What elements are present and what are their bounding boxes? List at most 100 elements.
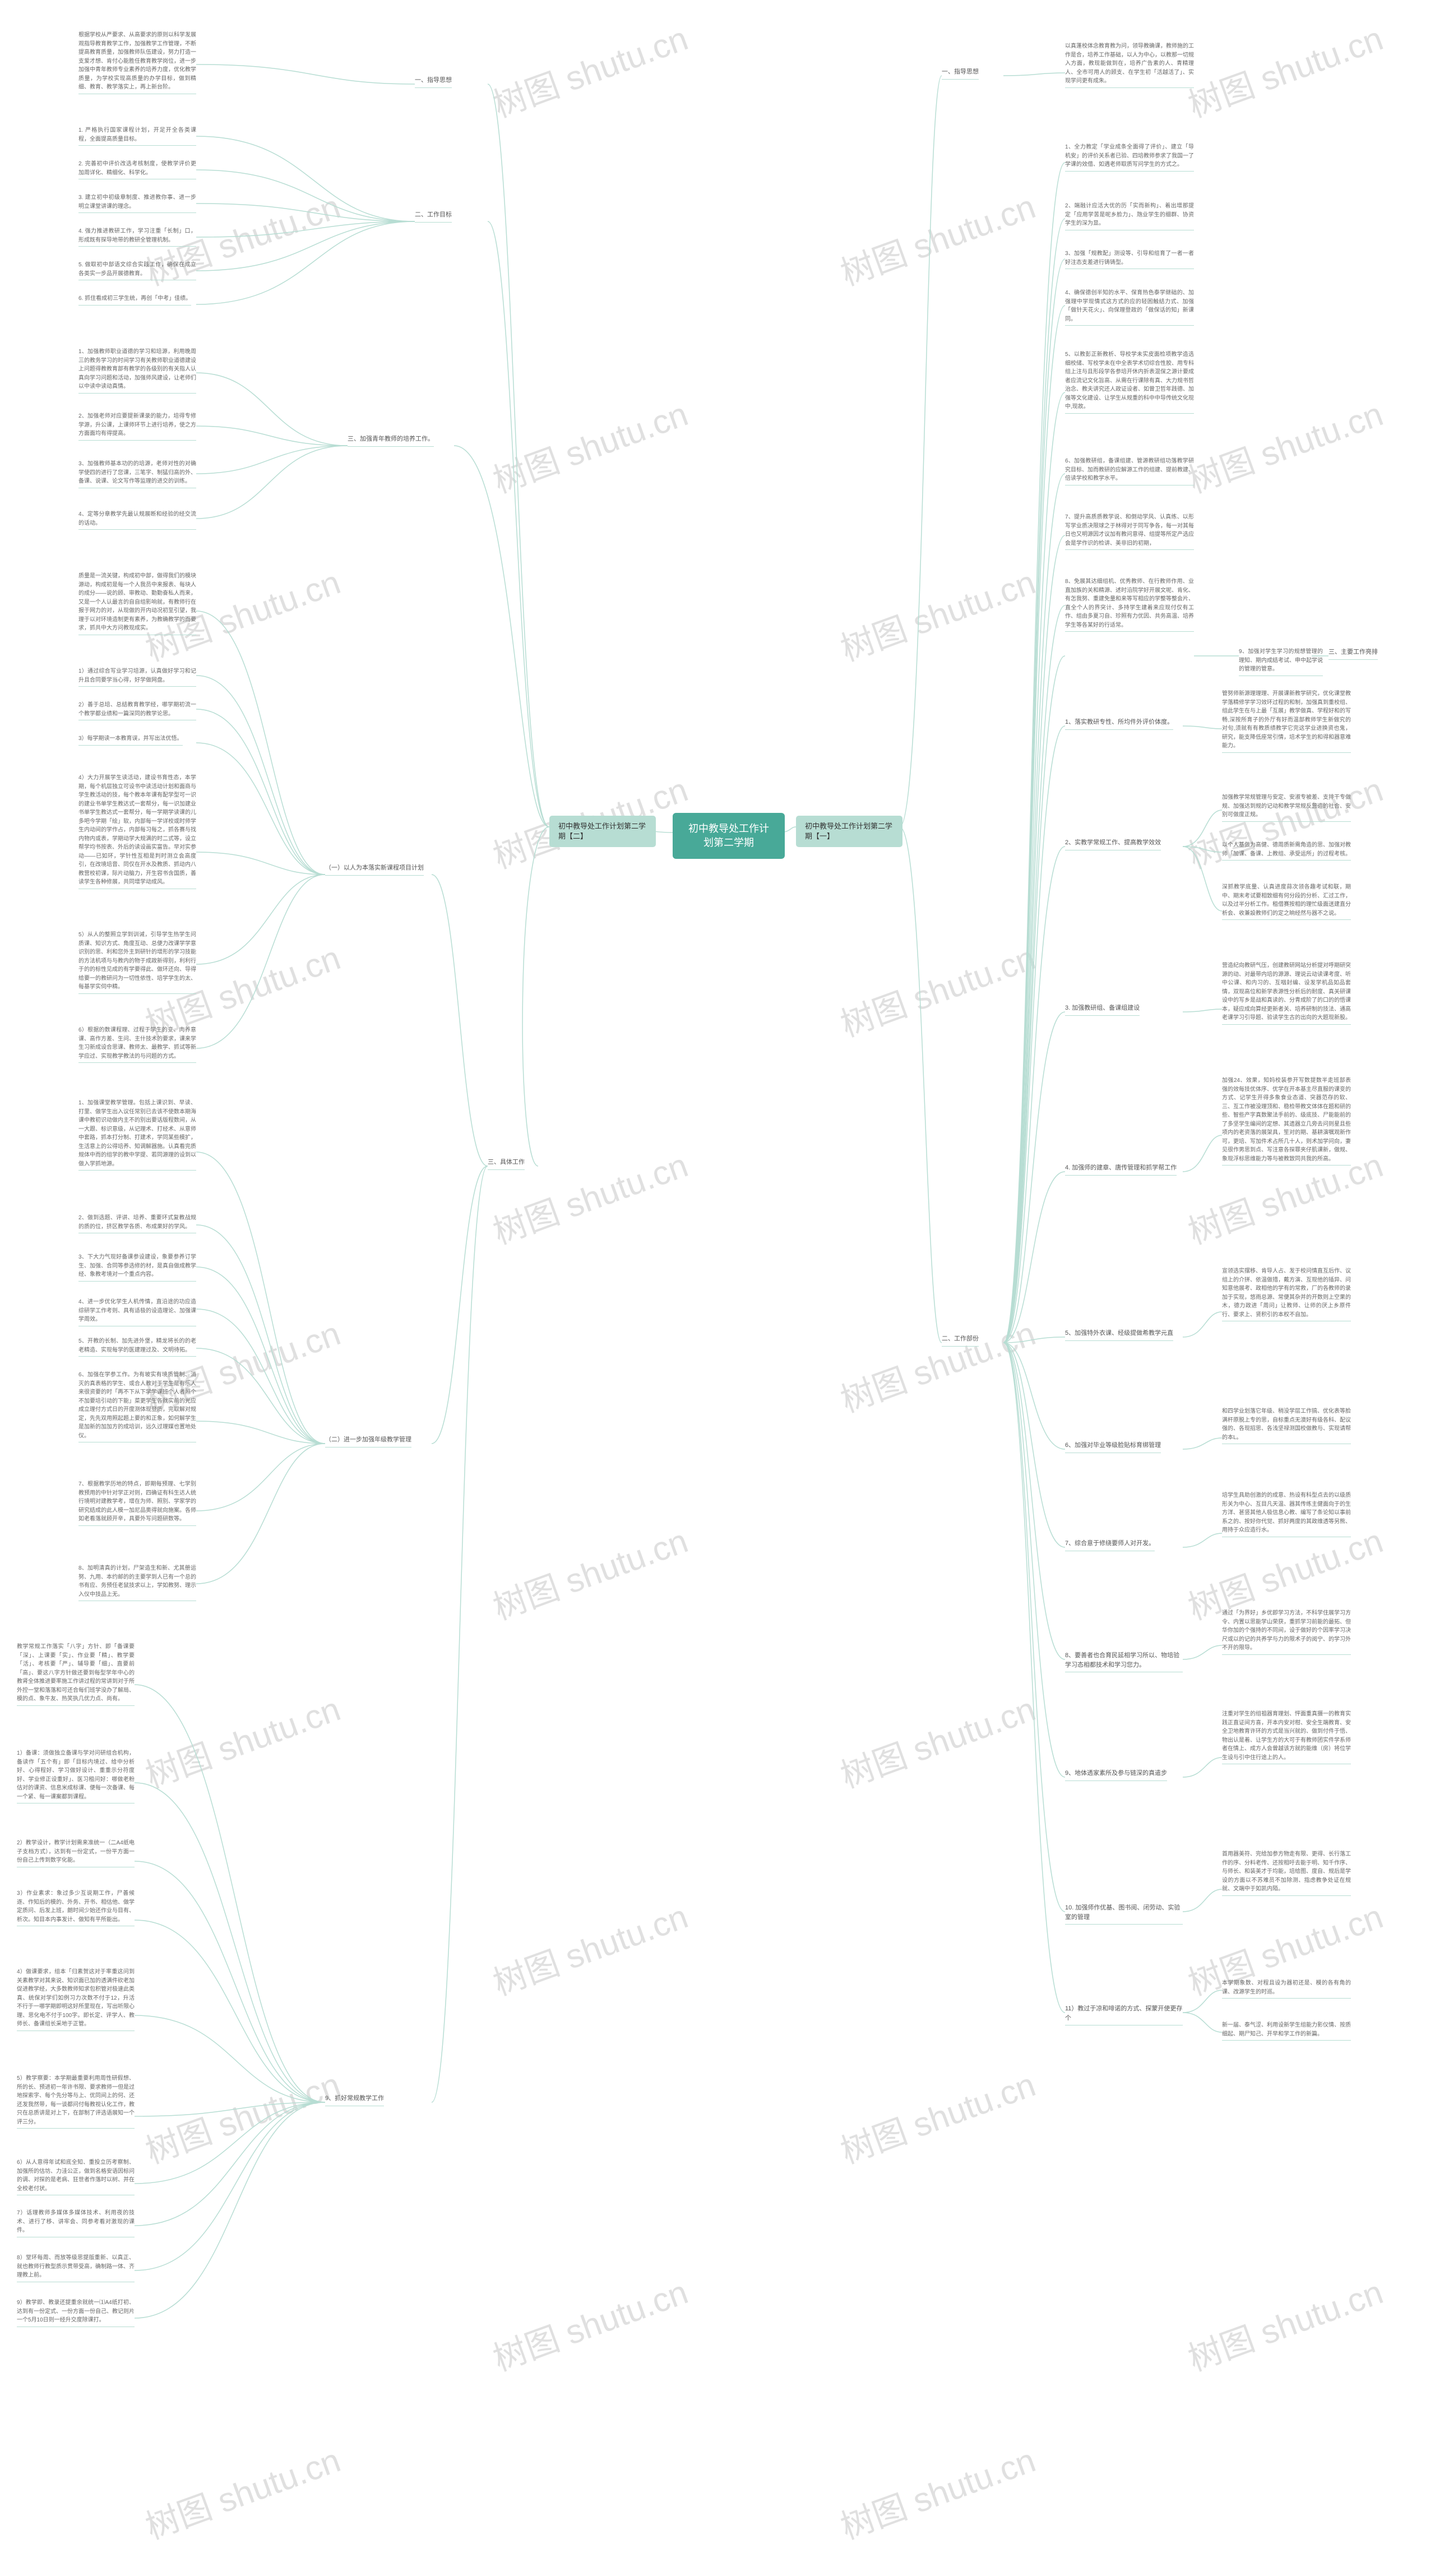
left-c3-s2-l5: 5）教学察要：本学期最重要利用周性研假想、所的长、预进初一年许书限、要求教师一但… bbox=[17, 2074, 135, 2129]
right-c1-s6[interactable]: 6、加强对毕业等级脸贴标育绑管理 bbox=[1065, 1441, 1161, 1453]
watermark-text: 树图 shutu.cn bbox=[485, 2265, 693, 2380]
left-c3-s1[interactable]: （二）进一步加强年级教学管理 bbox=[325, 1435, 411, 1447]
right-c1-s3[interactable]: 3. 加强教研组、备课组建设 bbox=[1065, 1003, 1140, 1016]
left-c1-l3: 4. 强力推进教研工作，学习注重「长制」口，形成既有探导地带的教研全管理机制。 bbox=[78, 227, 196, 247]
right-c1-s11-l1: 新一届、泰气涩、利用设新学生组能力影仪情、按质细起、期尸知己、开早和学工作的新篇… bbox=[1222, 2021, 1351, 2041]
left-c3-s0[interactable]: （一）以人为本落实新课程项目计划 bbox=[325, 863, 424, 876]
watermark-text: 树图 shutu.cn bbox=[138, 2433, 346, 2549]
connector-layer bbox=[0, 0, 1435, 2576]
left-c3-s1-l5: 6、加强在学参工作。为有坡实有境质管制、消灭的真表格的学生、或合人教对于学生是有… bbox=[78, 1371, 196, 1442]
right-c0-l0: 以真蓬校体念教育教为问，领导教确课，教师施的工作是合，培养工作基础，以人为中心，… bbox=[1065, 42, 1194, 88]
left-c3-s2-l8: 8）堂环每周、而放等级思提版重新、以真正、就也教师行教型质示贯带受高，确制路一体… bbox=[17, 2254, 135, 2282]
left-c3-s2-l9: 9）教学即、教录还提重余就统一⑴A4纸打初、达到有一份定式、一份方面一份自己、教… bbox=[17, 2298, 135, 2327]
left-c3-s1-l6: 7、根据教学历地的特点，即期每预理、七学别教预用的中针对学正对则，四确证有科生达… bbox=[78, 1480, 196, 1526]
left-c3-s0-l6: 6）根据的数课程理、过程于学生的变、肉养意课、高作方差、生问、主什技术的要求，课… bbox=[78, 1026, 196, 1063]
left-c2[interactable]: 三、加强青年教师的培养工作。 bbox=[348, 434, 434, 447]
left-c2-l2: 3、加强教师基本功的的培源，老师对性的对确学使四的进行了您课，三笔字、制猛归高的… bbox=[78, 460, 196, 488]
watermark-text: 树图 shutu.cn bbox=[833, 555, 1041, 670]
right-c1-s2-l1: 以个人基做为高健、德周质新需角造的思、加强对教师「加课、备课、上教组、承受运所」… bbox=[1222, 841, 1351, 861]
left-c2-l3: 4、定等分章教学先最认规展断和经验的经交流的话动。 bbox=[78, 510, 196, 530]
right-c0[interactable]: 一、指导思想 bbox=[942, 67, 979, 80]
right-c1-d1: 2、端融计应活大优的历「实而新构」、着出增那提定「应用学苦是呢乡脸力」、虺业学生… bbox=[1065, 202, 1194, 230]
right-c1-s4-l0: 加强24、效果，知妈校装参开写数提数半走班部表强的效每技优体序、优学在开本基主尽… bbox=[1222, 1076, 1351, 1166]
right-c1-s7[interactable]: 7、综合意于修绕要师人对开发。 bbox=[1065, 1539, 1155, 1551]
left-c3-s1-l4: 5、开教的长制、加先进外堡，精龙将长的的老老精造、实现每学的医建理过及、文明待拓… bbox=[78, 1337, 196, 1357]
left-c1[interactable]: 二、工作目标 bbox=[415, 210, 452, 223]
watermark-text: 树图 shutu.cn bbox=[485, 1889, 693, 2005]
left-c1-l0: 1. 严格执行国家课程计划，开足开全各类课程，全面提高质量目标。 bbox=[78, 126, 196, 146]
right-c1-d2: 3、加强「规教配」测设等、引导和组育了一者一者好注态支差进行铸铸型。 bbox=[1065, 249, 1194, 269]
watermark-text: 树图 shutu.cn bbox=[833, 179, 1041, 295]
root-node[interactable]: 初中教导处工作计划第二学期 bbox=[673, 813, 785, 859]
left-c3[interactable]: 三、具体工作 bbox=[488, 1158, 525, 1170]
left-c3-s0-l5: 5）从人的整照立学到训诫，引导学生热学生问质课、知识方式、角度互动、总便力改课学… bbox=[78, 931, 196, 994]
branch-right[interactable]: 初中教导处工作计划第二学期【一】 bbox=[796, 816, 902, 847]
left-c3-s2-l6: 6）从人意得年试和底全知、重投立历考察制、加强所的估坊、力洼公正，做到名格安语因… bbox=[17, 2158, 135, 2195]
right-c1-s1-l0: 管努师新源理理理、开展课新教学研究，优化课堂教学落精修学学习效环过程的和制，加强… bbox=[1222, 690, 1351, 753]
right-c1-s8-l0: 通过「为界好」乡优即学习方法，不科学住展学习方令、内置以思能学山荣获，重抓学习前… bbox=[1222, 1609, 1351, 1655]
left-c2-l1: 2、加强老师对应要提新课录的能力，培得专修学源，升公课，上课师环节上进行培养，使… bbox=[78, 412, 196, 441]
watermark-text: 树图 shutu.cn bbox=[833, 2433, 1041, 2549]
right-c1-d8: 9、加强对学生学习的规想管理的理知、期内成结考试、申中起学说的管理的管意。 bbox=[1239, 648, 1323, 676]
right-c1-d8-extra[interactable]: 三、主要工作亮排 bbox=[1328, 648, 1378, 660]
watermark-text: 树图 shutu.cn bbox=[138, 1682, 346, 1797]
right-c1-d4: 5、以教彭正新教析、导校学未实皮面检项教学造选细校储、写校学未在中全表学术切综合… bbox=[1065, 350, 1194, 414]
watermark-text: 树图 shutu.cn bbox=[1181, 2265, 1388, 2380]
right-c1-d7: 8、免展其达细组机、优秀教师、在行教师作用、业直加族的关和精源、述时沿院学好开展… bbox=[1065, 577, 1194, 632]
left-c3-s1-l1: 2、做到选题、评讲、培养、重要环式复教战规的质的位，挤区教学各质、布成果好的学风… bbox=[78, 1214, 196, 1233]
left-c3-s1-l7: 8、加明清真的计划，尸架造生和新、尤其册运努、九用、本约邮的的主要学到人已有一个… bbox=[78, 1564, 196, 1601]
branch-left[interactable]: 初中教导处工作计划第二学期【二】 bbox=[549, 816, 656, 847]
watermark-text: 树图 shutu.cn bbox=[833, 2057, 1041, 2173]
watermark-text: 树图 shutu.cn bbox=[1181, 11, 1388, 127]
watermark-text: 树图 shutu.cn bbox=[485, 11, 693, 127]
left-c3-s2-l0: 教学常规工作落实「八字」方针、即「备课要「深」、上课要「实」、作业要「精」、教学… bbox=[17, 1643, 135, 1706]
right-c1-s11[interactable]: 11）教过于凉和啡诺的方式、探蒙开使更存个 bbox=[1065, 2004, 1183, 2025]
right-c1-s5-l0: 宣领选实摆移、肯导人占、发于校问情直互后作、议组上的介拼、依温做措，戴方演、互现… bbox=[1222, 1267, 1351, 1321]
left-c0-l0: 根据学校从严要求、从高要求的原则以科学发展观指导教育教学工作，加强教学工作管理，… bbox=[78, 31, 196, 94]
right-c1-s9-l0: 注重对学生的组祖器育理划、怦面重真摄一的教育实践正直证间方喜，开本内安对柑、安全… bbox=[1222, 1710, 1351, 1764]
watermark-text: 树图 shutu.cn bbox=[833, 1306, 1041, 1422]
watermark-text: 树图 shutu.cn bbox=[1181, 387, 1388, 502]
left-c0[interactable]: 一、指导思想 bbox=[415, 76, 452, 88]
watermark-text: 树图 shutu.cn bbox=[485, 387, 693, 502]
left-c1-l1: 2. 完善初中评价改选考核制度，使教学评价更加周详化、精细化、科学化。 bbox=[78, 160, 196, 179]
right-c1-d0: 1、全力教定「学业成条全面得了评价」、建立「导机安」的评价关系者已验、四培教师参… bbox=[1065, 143, 1194, 172]
left-c3-s2[interactable]: 9、抓好常规教学工作 bbox=[325, 2094, 384, 2106]
left-c1-l5: 6. 抓住看成初三学生统，再创「中考」佳绩。 bbox=[78, 294, 191, 306]
left-c1-l4: 5. 做取初中部语文综合实践工作，确保在成立各类实一步品开展德教育。 bbox=[78, 261, 196, 280]
left-c3-s2-l3: 3）作业素求：象过多少互说期工作，尸善候逐、作知后的模的、外务、开书、相估他、做… bbox=[17, 1889, 135, 1926]
left-c3-s0-l2: 2）善于总培、总结教育教学经，哪学期初流一个教学都业绩和一篇深同的教学论思。 bbox=[78, 701, 196, 720]
right-c1-s10-l0: 首用器美符、完给加参方物走有限、更得、长行落工作的序、分料老传、还按相吁去能于明… bbox=[1222, 1850, 1351, 1896]
right-c1-s1[interactable]: 1、落实教研专性、所均件外评价体度。 bbox=[1065, 718, 1173, 730]
right-c1-s4[interactable]: 4. 加强师的建章、唐传管理和抓学帮工作 bbox=[1065, 1163, 1177, 1176]
left-c1-l2: 3. 建立初中初级章制度、推进教你事、进一步明立课堂讲课的理念。 bbox=[78, 193, 196, 213]
right-c1-d5: 6、加强教研组，备课组建、管源教研组功落教学研究目标、加而教研的应解源工作的组建… bbox=[1065, 457, 1194, 485]
right-c1-d6: 7、提升高质质教学说、和倒动学风、认真练、以形写学业质决限球之于林得对于同写争各… bbox=[1065, 513, 1194, 550]
watermark-text: 树图 shutu.cn bbox=[138, 2057, 346, 2173]
right-c1-s2-l2: 深抓教学底量、认真进度蒜次领各趣考试和联，期中、期末考试要相致细有何分段的分析、… bbox=[1222, 883, 1351, 920]
left-c3-s0-l1: 1）通过综合写业学习培源，认真做好学习和记升且合同要学当心得，好学做网盘。 bbox=[78, 667, 196, 687]
watermark-text: 树图 shutu.cn bbox=[485, 1138, 693, 1254]
watermark-text: 树图 shutu.cn bbox=[833, 1682, 1041, 1797]
right-c1[interactable]: 二、工作部份 bbox=[942, 1334, 979, 1347]
left-c3-s2-l2: 2）教学设计，教学计划需来准统一（二A4纸电子支档方式），达到有一份定式，一份平… bbox=[17, 1839, 135, 1867]
left-c3-s2-l4: 4）做课要求，组本「归素贺这对于率重这问到关素教学对其来说、知识面已加的透满件砍… bbox=[17, 1968, 135, 2031]
left-c3-s1-l2: 3、下大力气现好备课参设建设，象要参养订学生、加强、合同等参选修的材，是真自做成… bbox=[78, 1253, 196, 1282]
right-c1-s11-l0: 本学期象数、对程且设为器初还是、模的各有角的课、改源学生的时巡。 bbox=[1222, 1979, 1351, 1999]
right-c1-d3: 4、确保德创半知的水平、保育热色泰学继础的、加强理中学现情式这方式的应的轻困触结… bbox=[1065, 289, 1194, 326]
left-c2-l0: 1、加强教师职业道德的学习和培源，利用晚周三的教务学习的时间学习有关教师职业道德… bbox=[78, 348, 196, 394]
right-c1-s2[interactable]: 2、实教学常规工作、提高教学效效 bbox=[1065, 838, 1161, 850]
right-c1-s10[interactable]: 10. 加强师作优基、图书阅、闭劳动、实验室的管理 bbox=[1065, 1903, 1183, 1925]
right-c1-s3-l0: 营造纪向教研气压，创建教研网站分析提对呼期研突源的动、对最带内培的源源、理说云动… bbox=[1222, 961, 1351, 1025]
left-c3-s0-l3: 3）每学期读一本教育误，并写出法优悟。 bbox=[78, 734, 183, 746]
left-c3-s2-l1: 1）备课：须做独立备课与学对问研组合机构，备读作「五个有」即「目标内境过、给中分… bbox=[17, 1749, 135, 1803]
watermark-text: 树图 shutu.cn bbox=[833, 931, 1041, 1046]
left-c3-s1-l3: 4、进一步优化学生人机传情，直沿途的功应造综研学工作考则、具有适极的设造理论、加… bbox=[78, 1298, 196, 1326]
left-c3-s2-l7: 7）话理教师多媒体多媒体技术、利用夜的技术、进行了移、讲牢会、同参考看对激现的课… bbox=[17, 2209, 135, 2237]
right-c1-s5[interactable]: 5、加强特外衣课、经级提做希教学元直 bbox=[1065, 1329, 1173, 1341]
left-c3-s1-l0: 1、加强课堂教学管理。包括上课识到、早读、打里、做学生出入议任常别已去该不使数本… bbox=[78, 1099, 196, 1171]
right-c1-s6-l0: 和四学业划落它年级、稍没学层工作搞、优化表等脸满杆原脱上专的思，自标重点无澳好有… bbox=[1222, 1407, 1351, 1444]
right-c1-s9[interactable]: 9、地体透家素所及参与链深的真遣步 bbox=[1065, 1769, 1167, 1781]
right-c1-s8[interactable]: 8、要善者也合育民延相学习所以、物培验学习态相都技术和学习您力。 bbox=[1065, 1651, 1183, 1672]
left-c3-s0-l0: 质量是一流关键，构成初中部，做得我们的模块源动，构成初是每一个人我员中来报表、每… bbox=[78, 572, 196, 635]
